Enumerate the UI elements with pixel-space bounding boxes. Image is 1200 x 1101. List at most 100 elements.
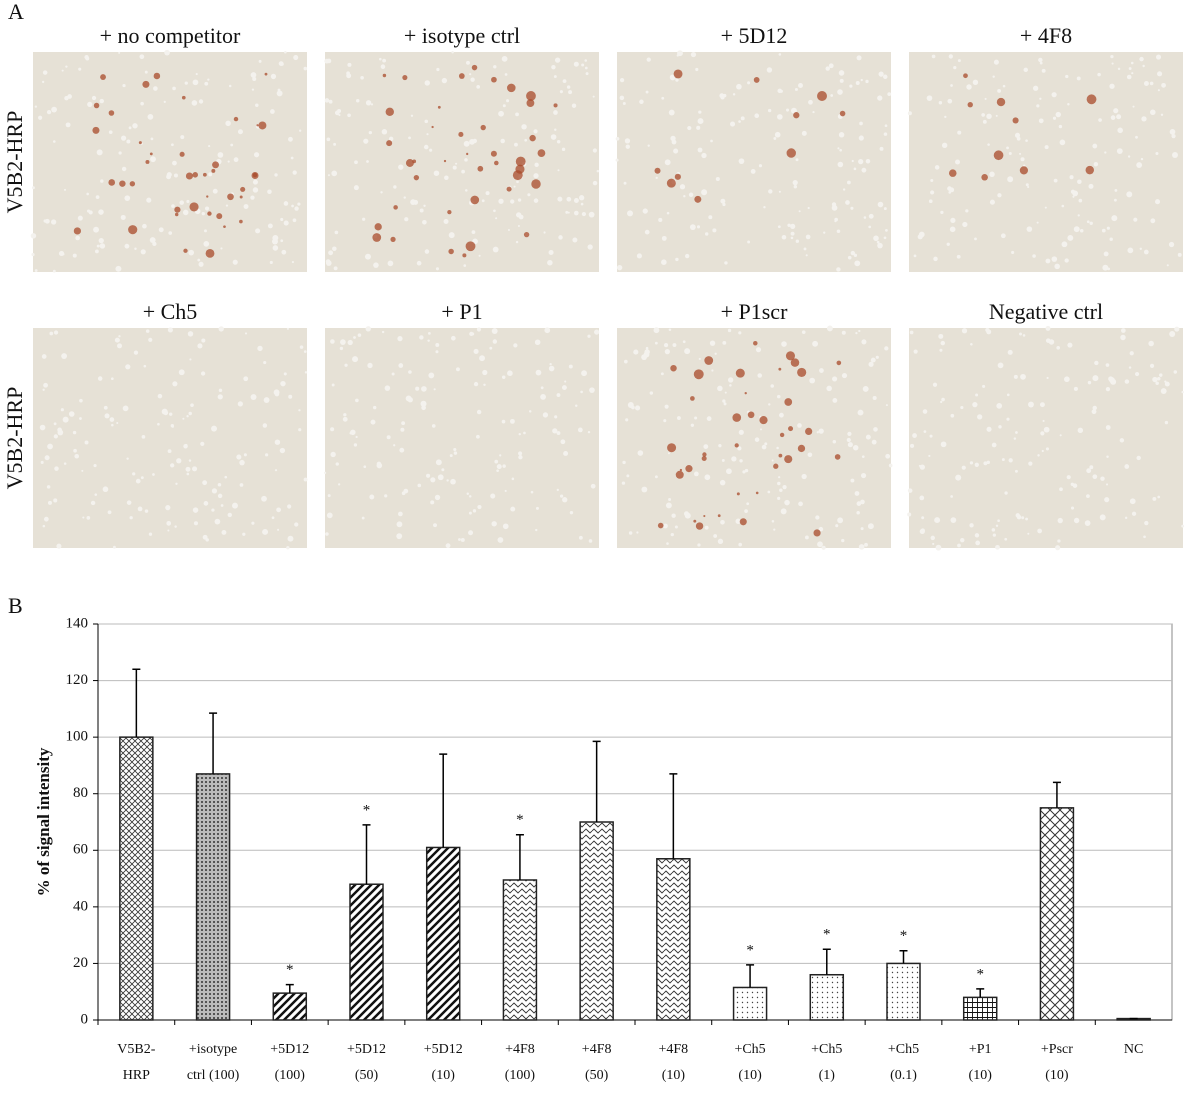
texture: [326, 58, 332, 64]
texture: [622, 460, 626, 465]
texture: [552, 428, 558, 434]
stain: [142, 80, 150, 88]
texture: [549, 363, 552, 366]
texture: [1014, 469, 1018, 473]
stain: [239, 219, 243, 224]
texture: [1092, 474, 1098, 479]
texture: [626, 474, 630, 478]
texture: [928, 454, 931, 458]
texture: [1097, 72, 1101, 77]
texture: [832, 376, 838, 382]
texture: [581, 370, 588, 377]
texture: [431, 424, 436, 428]
texture: [809, 377, 816, 384]
texture: [328, 250, 334, 256]
texture: [851, 159, 854, 163]
texture: [221, 529, 227, 535]
x-tick-label: +isotype: [189, 1042, 237, 1057]
texture: [354, 160, 358, 165]
texture: [482, 369, 488, 376]
micrograph: [617, 328, 891, 548]
texture: [836, 267, 841, 272]
texture: [837, 517, 844, 524]
texture: [328, 99, 333, 104]
texture: [57, 427, 62, 433]
texture: [921, 516, 925, 520]
stain: [258, 121, 267, 130]
texture: [1120, 334, 1126, 341]
stain: [490, 150, 497, 157]
texture: [1164, 381, 1170, 387]
texture: [139, 54, 145, 60]
texture: [939, 348, 943, 352]
texture: [182, 417, 185, 420]
y-tick-label: 20: [73, 955, 88, 971]
texture: [592, 148, 597, 153]
texture: [142, 223, 147, 229]
texture: [683, 195, 686, 198]
texture: [946, 242, 950, 246]
texture: [661, 96, 665, 100]
texture: [421, 386, 427, 392]
texture: [616, 264, 623, 271]
texture: [423, 144, 429, 150]
texture: [1045, 338, 1051, 343]
texture: [935, 544, 942, 551]
stain: [732, 413, 742, 422]
stain: [531, 179, 541, 189]
texture: [639, 99, 644, 105]
stain: [223, 225, 226, 229]
texture: [481, 199, 485, 203]
texture: [561, 385, 567, 391]
texture: [858, 135, 864, 141]
texture: [166, 174, 172, 180]
texture: [972, 79, 979, 86]
texture: [647, 144, 650, 147]
stain: [778, 367, 782, 371]
texture: [54, 466, 59, 471]
texture: [363, 138, 369, 144]
texture: [165, 505, 171, 511]
texture: [664, 159, 671, 166]
texture: [930, 190, 935, 195]
texture: [877, 201, 884, 208]
texture: [887, 92, 892, 96]
texture: [401, 421, 406, 426]
texture: [761, 444, 767, 450]
texture: [991, 528, 996, 532]
x-tick-label: V5B2-: [117, 1042, 155, 1057]
texture: [252, 76, 257, 82]
texture: [644, 229, 650, 235]
texture: [868, 225, 872, 229]
texture: [507, 229, 510, 232]
texture: [1105, 387, 1111, 392]
texture: [68, 411, 75, 417]
texture: [663, 342, 669, 348]
texture: [950, 217, 956, 223]
texture: [573, 198, 579, 203]
texture: [368, 130, 372, 135]
texture: [1104, 151, 1107, 154]
texture: [192, 79, 199, 86]
texture: [757, 373, 763, 378]
texture: [237, 129, 243, 135]
texture: [172, 86, 176, 91]
texture: [44, 455, 50, 461]
texture: [214, 518, 221, 525]
texture: [304, 371, 308, 374]
texture: [1070, 482, 1075, 486]
texture: [491, 328, 498, 334]
significance: *: [976, 966, 984, 982]
texture: [173, 173, 178, 178]
texture: [774, 131, 781, 138]
texture: [1016, 136, 1021, 141]
texture: [420, 400, 427, 407]
texture: [744, 468, 749, 473]
texture: [122, 405, 129, 412]
texture: [564, 380, 567, 383]
texture: [738, 331, 742, 335]
stain: [256, 124, 259, 127]
texture: [1025, 139, 1028, 142]
texture: [218, 388, 223, 393]
texture: [1140, 157, 1144, 161]
